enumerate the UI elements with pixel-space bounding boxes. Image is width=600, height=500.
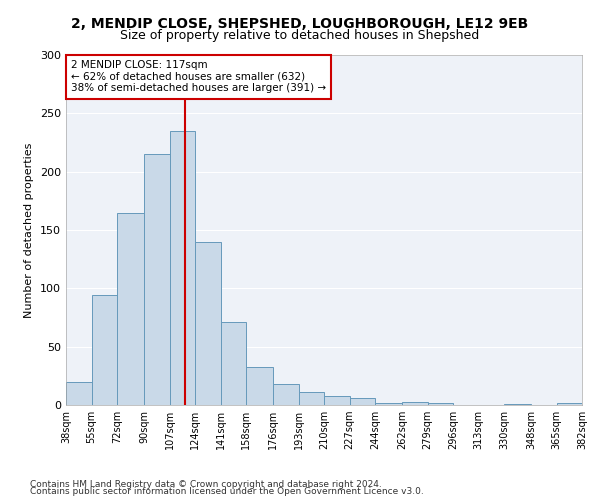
Bar	[195, 242, 221, 405]
Y-axis label: Number of detached properties: Number of detached properties	[25, 142, 34, 318]
Bar	[557, 402, 582, 405]
Bar	[117, 212, 144, 405]
Bar	[324, 396, 349, 405]
Bar	[349, 398, 375, 405]
Bar	[91, 296, 117, 405]
Bar	[246, 366, 273, 405]
Text: Contains public sector information licensed under the Open Government Licence v3: Contains public sector information licen…	[30, 487, 424, 496]
Bar	[144, 154, 170, 405]
Text: Size of property relative to detached houses in Shepshed: Size of property relative to detached ho…	[121, 29, 479, 42]
Bar	[375, 402, 402, 405]
Bar	[504, 404, 531, 405]
Bar	[273, 384, 299, 405]
Text: 2, MENDIP CLOSE, SHEPSHED, LOUGHBOROUGH, LE12 9EB: 2, MENDIP CLOSE, SHEPSHED, LOUGHBOROUGH,…	[71, 18, 529, 32]
Bar	[427, 402, 453, 405]
Bar	[299, 392, 324, 405]
Text: 2 MENDIP CLOSE: 117sqm
← 62% of detached houses are smaller (632)
38% of semi-de: 2 MENDIP CLOSE: 117sqm ← 62% of detached…	[71, 60, 326, 94]
Bar	[402, 402, 427, 405]
Bar	[221, 322, 246, 405]
Bar	[66, 382, 91, 405]
Bar	[170, 131, 195, 405]
Text: Contains HM Land Registry data © Crown copyright and database right 2024.: Contains HM Land Registry data © Crown c…	[30, 480, 382, 489]
